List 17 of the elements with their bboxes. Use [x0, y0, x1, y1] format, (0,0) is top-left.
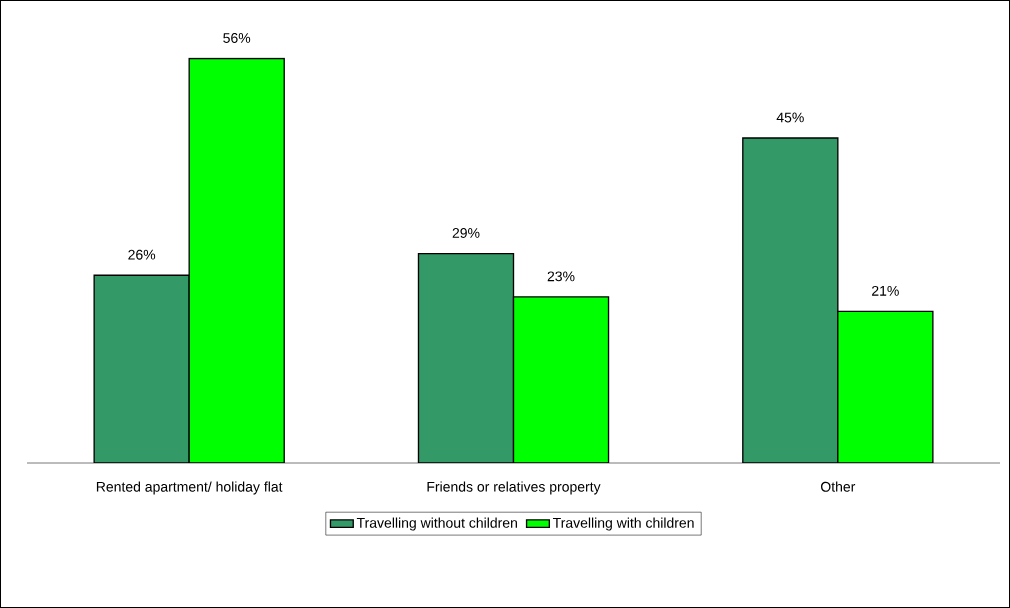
data-label: 23%	[547, 271, 575, 282]
x-tick-label: Rented apartment/ holiday flat	[96, 481, 283, 495]
x-tick-label: Other	[821, 481, 856, 492]
bar	[417, 252, 515, 463]
bar	[742, 137, 839, 463]
data-label: 56%	[223, 33, 251, 43]
legend-label: Travelling with children	[552, 517, 694, 531]
data-label: 45%	[776, 112, 804, 123]
data-label: 29%	[452, 228, 480, 238]
data-label: 26%	[128, 249, 156, 260]
bar	[837, 310, 934, 463]
bar	[188, 57, 285, 463]
bar	[93, 274, 190, 463]
legend-label: Travelling without children	[356, 517, 517, 531]
bar	[512, 296, 610, 463]
x-tick-label: Friends or relatives property	[427, 481, 601, 495]
data-label: 21%	[872, 285, 899, 296]
